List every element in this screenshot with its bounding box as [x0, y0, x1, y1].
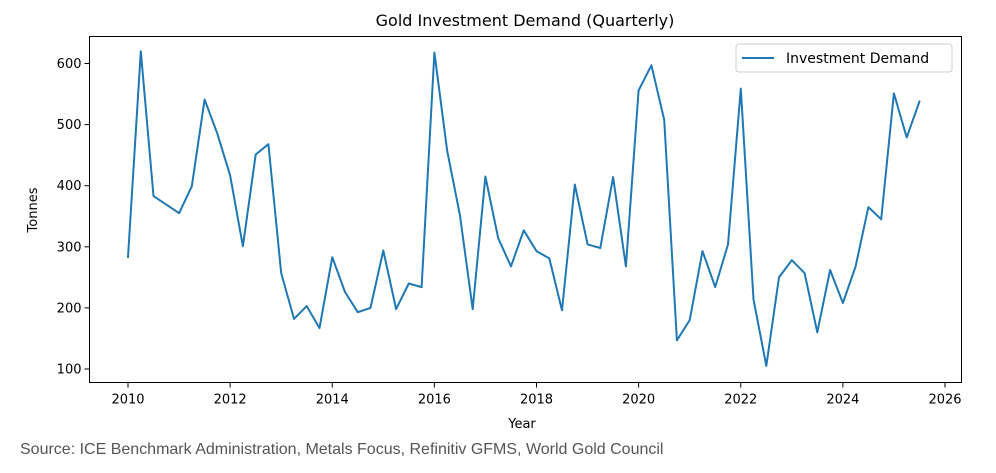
- y-tick-label: 300: [57, 240, 82, 255]
- plot-frame: [89, 36, 962, 383]
- y-tick-label: 600: [57, 57, 82, 72]
- plot-area: [127, 50, 921, 367]
- y-tick-label: 200: [57, 301, 82, 316]
- legend-box: [735, 43, 953, 73]
- x-tick-label: 2012: [214, 393, 247, 408]
- y-axis: 100 200 300 400 500 600: [57, 57, 90, 378]
- legend: Investment Demand: [735, 43, 953, 73]
- x-tick-label: 2020: [622, 393, 655, 408]
- y-axis-label: Tonnes: [26, 187, 41, 233]
- x-tick-label: 2016: [418, 393, 451, 408]
- x-axis-label: Year: [507, 417, 536, 432]
- x-tick-label: 2022: [724, 393, 757, 408]
- source-caption: Source: ICE Benchmark Administration, Me…: [20, 441, 664, 458]
- chart-title: Gold Investment Demand (Quarterly): [376, 11, 675, 30]
- x-axis: 2010 2012 2014 2016 2018 2020 2022 2024 2026: [111, 382, 962, 408]
- x-tick-label: 2024: [826, 393, 859, 408]
- x-tick-label: 2026: [928, 393, 961, 408]
- x-tick-label: 2014: [316, 393, 349, 408]
- y-tick-label: 100: [57, 363, 82, 378]
- legend-label: Investment Demand: [786, 51, 929, 67]
- y-tick-label: 400: [57, 179, 82, 194]
- series-line-investment-demand: [127, 50, 921, 367]
- y-tick-label: 500: [57, 118, 82, 133]
- x-tick-label: 2018: [520, 393, 553, 408]
- x-tick-label: 2010: [111, 393, 144, 408]
